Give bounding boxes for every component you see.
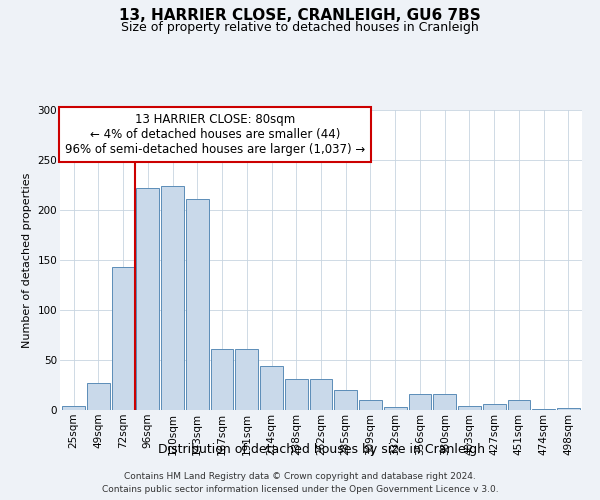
- Bar: [508, 400, 530, 410]
- Text: Distribution of detached houses by size in Cranleigh: Distribution of detached houses by size …: [157, 442, 485, 456]
- Bar: [310, 379, 332, 410]
- Text: Size of property relative to detached houses in Cranleigh: Size of property relative to detached ho…: [121, 21, 479, 34]
- Bar: [235, 349, 258, 410]
- Y-axis label: Number of detached properties: Number of detached properties: [22, 172, 32, 348]
- Bar: [557, 408, 580, 410]
- Bar: [285, 379, 308, 410]
- Bar: [334, 390, 357, 410]
- Text: Contains HM Land Registry data © Crown copyright and database right 2024.
Contai: Contains HM Land Registry data © Crown c…: [101, 472, 499, 494]
- Bar: [458, 406, 481, 410]
- Bar: [161, 186, 184, 410]
- Bar: [384, 407, 407, 410]
- Bar: [483, 404, 506, 410]
- Bar: [136, 188, 159, 410]
- Bar: [62, 406, 85, 410]
- Bar: [260, 366, 283, 410]
- Bar: [532, 409, 555, 410]
- Bar: [409, 394, 431, 410]
- Text: 13, HARRIER CLOSE, CRANLEIGH, GU6 7BS: 13, HARRIER CLOSE, CRANLEIGH, GU6 7BS: [119, 8, 481, 22]
- Bar: [87, 383, 110, 410]
- Text: 13 HARRIER CLOSE: 80sqm
← 4% of detached houses are smaller (44)
96% of semi-det: 13 HARRIER CLOSE: 80sqm ← 4% of detached…: [65, 113, 365, 156]
- Bar: [112, 267, 134, 410]
- Bar: [433, 394, 456, 410]
- Bar: [359, 400, 382, 410]
- Bar: [186, 199, 209, 410]
- Bar: [211, 349, 233, 410]
